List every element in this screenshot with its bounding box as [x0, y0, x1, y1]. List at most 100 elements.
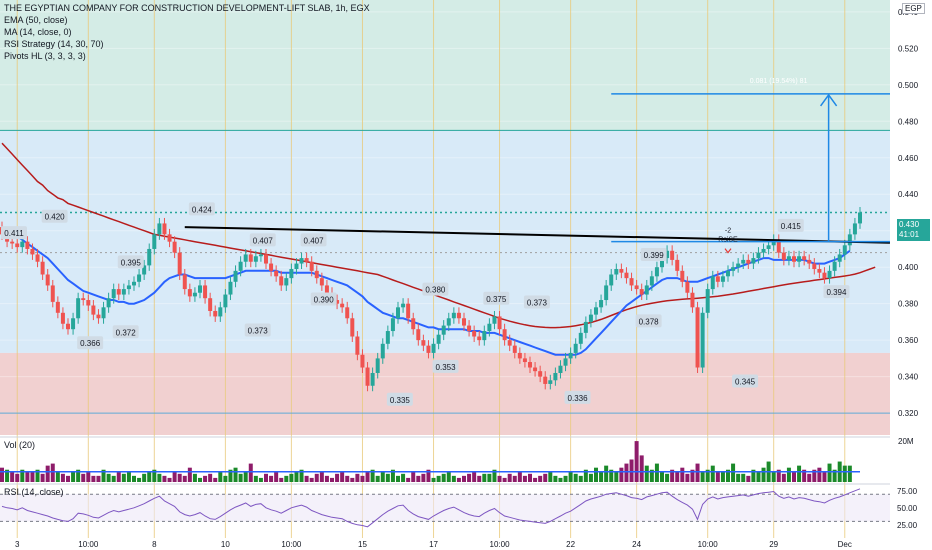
time-tick: 24: [632, 540, 641, 549]
neckline-trendline: [184, 226, 927, 245]
volume-bar: [421, 473, 426, 482]
candle-body: [274, 270, 279, 277]
ma-line-layer: [1, 229, 851, 356]
price-tick: 0.320: [898, 409, 919, 418]
candle-body: [411, 318, 416, 330]
volume-bar: [35, 469, 40, 482]
candle-body: [66, 323, 70, 330]
volume-bar: [299, 469, 304, 482]
pivot-label-box: [41, 209, 68, 223]
candle-body: [269, 263, 274, 271]
time-axis: 3 10:00 8 10 10:00 15 17 10:00 22 24 10:00 29 Dec: [0, 538, 932, 550]
pivot-label-text: 0.399: [644, 251, 665, 260]
candle-body: [553, 372, 558, 381]
candle-body: [761, 248, 766, 253]
candle-body: [162, 223, 167, 235]
volume-bar: [497, 475, 502, 482]
volume-bar: [335, 473, 340, 482]
candle-body: [20, 241, 25, 248]
rsi-axis-tick: 50.00: [897, 504, 918, 513]
candle-body: [192, 292, 197, 297]
pivot-label-text: 0.336: [568, 394, 589, 403]
candle-body: [289, 269, 294, 279]
candle-body: [472, 331, 477, 337]
candle-body: [25, 241, 30, 249]
volume-bar: [314, 473, 319, 482]
price-tick: 0.400: [898, 263, 919, 272]
candle-body: [771, 239, 776, 246]
volume-bar: [680, 467, 685, 482]
rsi-axis-tick: 75.00: [897, 487, 918, 496]
volume-bar: [345, 475, 350, 482]
volume-bar: [258, 477, 263, 482]
volume-bar: [446, 471, 451, 482]
candle-body: [157, 223, 162, 235]
volume-bar: [162, 475, 167, 482]
legend-pivots[interactable]: Pivots HL (3, 3, 3, 3): [4, 51, 86, 61]
volume-bar: [294, 471, 299, 482]
candle-body: [665, 250, 670, 259]
volume-bar: [121, 473, 126, 482]
time-axis-bg: [0, 538, 932, 550]
volume-bar: [619, 467, 624, 482]
volume-bar: [284, 475, 289, 482]
volume-bar: [776, 469, 781, 482]
rsi-label[interactable]: RSI (14, close): [4, 487, 64, 497]
legend-ma[interactable]: MA (14, close, 0): [4, 27, 72, 37]
volume-bar: [548, 471, 553, 482]
legend-ema[interactable]: EMA (50, close): [4, 15, 68, 25]
volume-bar: [208, 473, 213, 482]
volume-bar: [370, 469, 375, 482]
ema-line-layer: [1, 142, 876, 329]
candle-body: [10, 241, 15, 244]
candle-body: [660, 258, 664, 268]
candle-body: [568, 352, 573, 359]
candle-body: [522, 358, 527, 363]
candle-body: [147, 248, 152, 266]
volume-bar: [502, 477, 507, 482]
volume-bar: [456, 477, 461, 482]
candle-body: [284, 278, 289, 286]
candle-body: [91, 305, 96, 315]
candle-body: [172, 241, 177, 253]
candle-body: [502, 329, 507, 341]
volume-bar: [304, 475, 309, 482]
volume-bar: [76, 469, 81, 482]
volume-bar: [426, 469, 431, 482]
volume-bar: [802, 469, 807, 482]
volume-bar: [355, 473, 360, 482]
volume-bar: [86, 471, 91, 482]
measure-label: 0.081 (19.54%) 81: [750, 78, 808, 85]
pivot-label-box: [77, 336, 104, 350]
volume-bar: [96, 475, 101, 482]
symbol-title[interactable]: THE EGYPTIAN COMPANY FOR CONSTRUCTION DE…: [4, 3, 370, 13]
candle-body: [279, 276, 284, 286]
volume-bar: [187, 467, 192, 482]
volume-label[interactable]: Vol (20): [4, 440, 36, 450]
volume-bar: [472, 471, 477, 482]
candle-body: [345, 307, 350, 319]
volume-bar: [309, 477, 314, 482]
candle-body: [720, 276, 725, 282]
volume-bar: [198, 477, 202, 482]
volume-bar: [533, 477, 538, 482]
volume-bar: [0, 467, 4, 482]
legend-rsi-strategy[interactable]: RSI Strategy (14, 30, 70): [4, 39, 104, 49]
candle-body: [248, 254, 253, 262]
pivot-label-box: [422, 282, 449, 296]
volume-bar: [25, 471, 30, 482]
volume-bar: [137, 477, 142, 482]
volume-bar: [91, 475, 96, 482]
ma-14-line: [1, 229, 851, 356]
candle-body: [548, 380, 553, 384]
candle-body: [294, 263, 299, 270]
volume-bar: [629, 459, 634, 482]
candle-body: [81, 298, 86, 301]
time-tick: 10: [221, 540, 230, 549]
currency-label[interactable]: EGP: [902, 3, 925, 14]
pivot-label-text: 0.394: [826, 288, 847, 297]
volume-bar: [807, 473, 812, 482]
volume-bar: [213, 477, 218, 482]
level-lines: [0, 129, 890, 414]
volume-bar: [71, 471, 76, 482]
